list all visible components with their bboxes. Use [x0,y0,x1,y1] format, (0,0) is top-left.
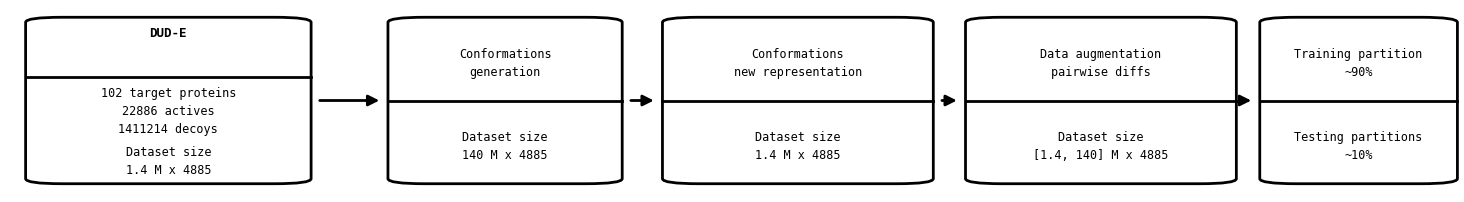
FancyBboxPatch shape [966,18,1236,184]
Text: Dataset size
1.4 M x 4885: Dataset size 1.4 M x 4885 [126,145,211,176]
Text: Dataset size
140 M x 4885: Dataset size 140 M x 4885 [463,130,548,161]
FancyBboxPatch shape [26,18,312,184]
Text: Conformations
generation: Conformations generation [458,47,552,78]
Text: Testing partitions
~10%: Testing partitions ~10% [1294,130,1423,161]
Text: Conformations
new representation: Conformations new representation [733,47,862,78]
FancyBboxPatch shape [388,18,622,184]
Text: Data augmentation
pairwise diffs: Data augmentation pairwise diffs [1041,47,1161,78]
Text: 102 target proteins
22886 actives
1411214 decoys: 102 target proteins 22886 actives 141121… [101,87,236,135]
Text: DUD-E: DUD-E [149,27,187,40]
FancyBboxPatch shape [1261,18,1458,184]
FancyBboxPatch shape [662,18,934,184]
Text: Training partition
~90%: Training partition ~90% [1294,47,1423,78]
Text: Dataset size
1.4 M x 4885: Dataset size 1.4 M x 4885 [755,130,840,161]
Text: Dataset size
[1.4, 140] M x 4885: Dataset size [1.4, 140] M x 4885 [1034,130,1168,161]
